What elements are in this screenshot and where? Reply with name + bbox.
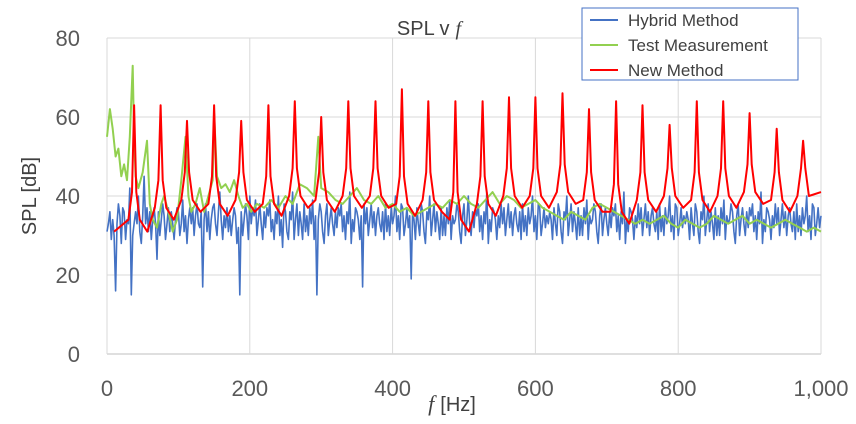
x-tick-label: 400 xyxy=(374,376,411,401)
x-tick-label: 1,000 xyxy=(793,376,848,401)
x-tick-label: 800 xyxy=(660,376,697,401)
legend-label-test: Test Measurement xyxy=(628,36,768,55)
series-group xyxy=(106,64,822,296)
x-tick-label: 0 xyxy=(101,376,113,401)
series-line-new-method xyxy=(113,88,822,233)
series-line-test-measurement xyxy=(106,64,822,233)
x-tick-label: 600 xyxy=(517,376,554,401)
x-axis-label: f [Hz] xyxy=(428,391,476,416)
legend-label-hybrid: Hybrid Method xyxy=(628,11,739,30)
y-tick-label: 40 xyxy=(56,184,80,209)
series-line-hybrid-method xyxy=(106,175,822,296)
x-tick-label: 200 xyxy=(231,376,268,401)
y-tick-label: 0 xyxy=(68,342,80,367)
legend: Hybrid Method Test Measurement New Metho… xyxy=(581,7,799,81)
y-axis-label: SPL [dB] xyxy=(19,157,41,235)
legend-label-new: New Method xyxy=(628,61,723,80)
y-tick-label: 20 xyxy=(56,263,80,288)
y-tick-label: 80 xyxy=(56,26,80,51)
y-tick-label: 60 xyxy=(56,105,80,130)
